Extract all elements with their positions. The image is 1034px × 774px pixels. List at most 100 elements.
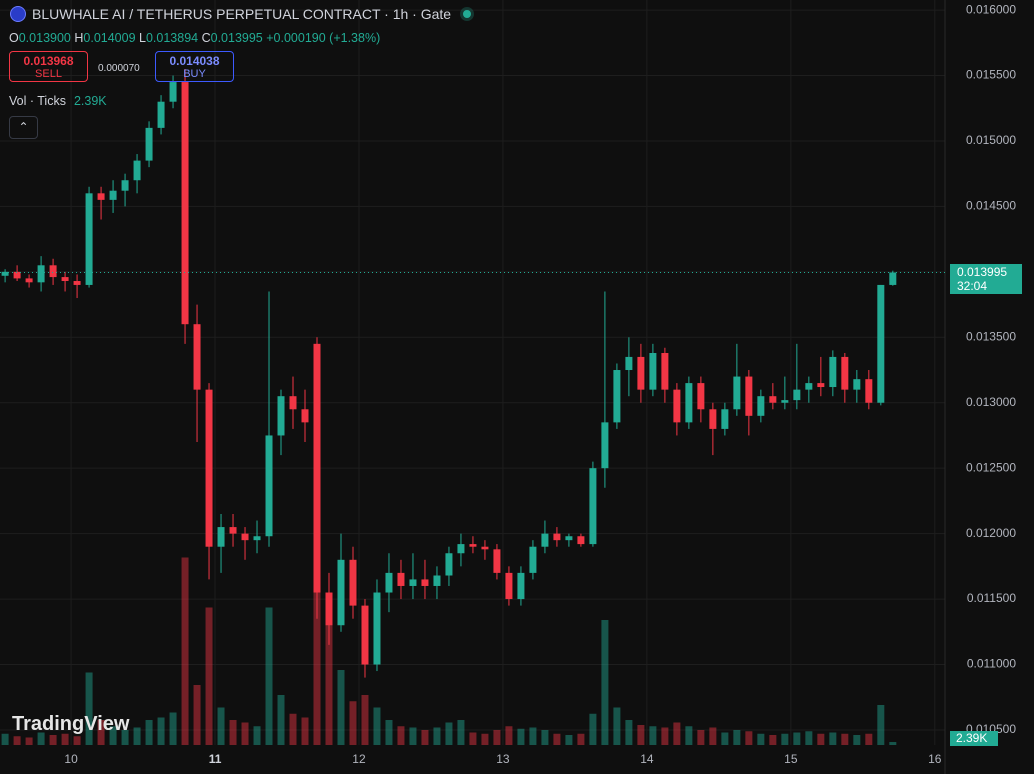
candle-body — [577, 536, 585, 545]
x-tick-label: 14 — [640, 752, 654, 766]
volume-bar — [157, 717, 165, 745]
volume-bar — [613, 707, 621, 745]
y-tick-label: 0.012000 — [966, 526, 1016, 540]
sell-label: SELL — [35, 68, 62, 80]
volume-bar — [289, 713, 297, 745]
volume-bar — [529, 727, 537, 745]
candle-body — [805, 383, 813, 390]
volume-bar — [301, 717, 309, 745]
x-tick-label: 11 — [209, 752, 222, 766]
volume-legend: Vol · Ticks 2.39K — [9, 94, 107, 108]
candle-body — [457, 544, 465, 554]
candle-body — [289, 396, 297, 410]
volume-bar — [409, 727, 417, 745]
chart-title: BLUWHALE AI / TETHERUS PERPETUAL CONTRAC… — [32, 6, 452, 22]
volume-bar — [1, 733, 9, 745]
candle-body — [673, 389, 681, 423]
y-tick-label: 0.015500 — [966, 68, 1016, 82]
candle-body — [373, 592, 381, 665]
volume-bar — [385, 720, 393, 745]
candle-body — [61, 277, 69, 282]
volume-bar — [829, 732, 837, 745]
y-tick-label: 0.016000 — [966, 2, 1016, 16]
candle-body — [169, 82, 177, 102]
candle-body — [49, 265, 57, 278]
volume-bar — [601, 620, 609, 745]
candle-body — [337, 559, 345, 626]
candle-body — [505, 572, 513, 600]
volume-bar — [625, 720, 633, 745]
y-tick-label: 0.011500 — [967, 591, 1016, 605]
candle-body — [817, 383, 825, 388]
candle-body — [877, 284, 885, 403]
volume-bar — [745, 731, 753, 745]
volume-bar — [661, 727, 669, 745]
status-dot — [463, 10, 472, 18]
candle-body — [229, 527, 237, 534]
volume-bar — [853, 735, 861, 745]
candle-body — [637, 356, 645, 390]
candle-body — [313, 343, 321, 593]
candle-body — [493, 549, 501, 573]
volume-bar — [121, 730, 129, 745]
candle-body — [85, 193, 93, 285]
candle-body — [145, 127, 153, 161]
volume-bar — [325, 607, 333, 745]
candle-body — [241, 533, 249, 541]
sell-price: 0.013968 — [23, 54, 74, 68]
ohlc-legend: O0.013900 H0.014009 L0.013894 C0.013995 … — [9, 31, 380, 45]
volume-bar — [181, 557, 189, 745]
volume-bar — [61, 733, 69, 745]
x-tick-label: 12 — [352, 752, 366, 766]
x-tick-label: 16 — [928, 752, 942, 766]
candle-body — [601, 422, 609, 469]
open-value: 0.013900 — [18, 31, 71, 45]
price-axis-bg — [945, 0, 1034, 774]
candle-body — [265, 435, 273, 537]
change: +0.000190 (+1.38%) — [266, 31, 381, 45]
candle-body — [253, 536, 261, 541]
candle-body — [793, 389, 801, 401]
open-key: O — [9, 31, 19, 45]
candle-body — [385, 572, 393, 593]
candle-body — [565, 536, 573, 541]
volume-bar — [421, 730, 429, 745]
collapse-button[interactable]: ⌃ — [9, 116, 38, 139]
high-value: 0.014009 — [83, 31, 136, 45]
candle-body — [181, 82, 189, 325]
candle-body — [517, 572, 525, 600]
candle-body — [685, 383, 693, 423]
volume-bar — [757, 733, 765, 745]
buy-button[interactable]: 0.014038 BUY — [155, 51, 234, 82]
volume-bar — [889, 742, 897, 745]
volume-bar — [649, 726, 657, 745]
candle-body — [529, 546, 537, 573]
candle-body — [13, 271, 21, 279]
volume-bar — [205, 607, 213, 745]
candle-body — [25, 278, 33, 283]
volume-bar — [685, 726, 693, 745]
sell-button[interactable]: 0.013968 SELL — [9, 51, 88, 82]
symbol-icon — [10, 6, 26, 22]
candle-body — [589, 468, 597, 545]
volume-bar — [145, 720, 153, 745]
candle-body — [325, 592, 333, 626]
candle-body — [745, 376, 753, 416]
volume-bar — [469, 732, 477, 745]
candle-body — [193, 324, 201, 390]
candle-body — [157, 101, 165, 128]
header: BLUWHALE AI / TETHERUS PERPETUAL CONTRAC… — [10, 6, 472, 22]
countdown: 32:04 — [957, 278, 988, 293]
volume-bar — [637, 725, 645, 745]
x-tick-label: 10 — [64, 752, 78, 766]
volume-bar — [337, 670, 345, 745]
close-value: 0.013995 — [210, 31, 263, 45]
low-value: 0.013894 — [145, 31, 199, 45]
candle-body — [889, 272, 897, 285]
volume-bar — [673, 722, 681, 745]
price-badge: 0.013995 32:04 — [950, 263, 1022, 294]
volume-bar — [313, 557, 321, 745]
volume-bar — [805, 731, 813, 745]
